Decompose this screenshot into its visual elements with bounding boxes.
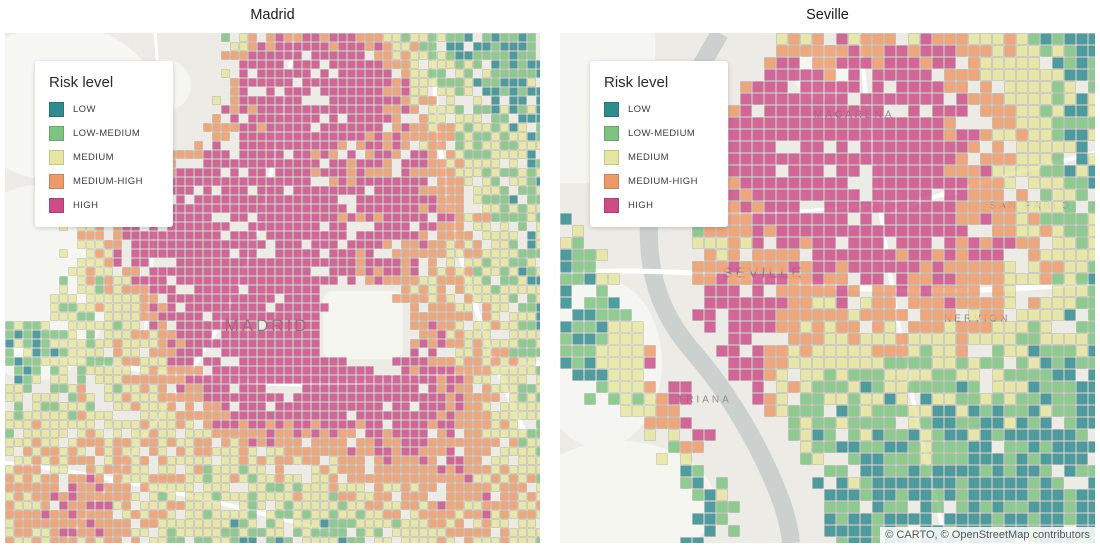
- legend-label: LOW: [73, 104, 96, 115]
- legend-row: MEDIUM-HIGH: [49, 174, 157, 189]
- legend-label: MEDIUM: [628, 152, 669, 163]
- legend-label: LOW: [628, 104, 651, 115]
- legend: Risk level LOW LOW-MEDIUM MEDIUM MEDIUM-…: [35, 61, 173, 227]
- legend-title: Risk level: [604, 74, 669, 91]
- panel-madrid: Madrid MADRID Risk level: [5, 0, 540, 550]
- legend-row: LOW: [49, 102, 157, 117]
- legend: Risk level LOW LOW-MEDIUM MEDIUM MEDIUM-…: [590, 61, 728, 227]
- legend-label: LOW-MEDIUM: [628, 128, 696, 139]
- legend-swatch: [49, 198, 64, 213]
- legend-label: MEDIUM-HIGH: [628, 176, 698, 187]
- legend-row: LOW-MEDIUM: [604, 126, 712, 141]
- legend-label: HIGH: [73, 200, 99, 211]
- legend-row: MEDIUM: [49, 150, 157, 165]
- legend-swatch: [604, 198, 619, 213]
- legend-row: HIGH: [49, 198, 157, 213]
- legend-row: LOW: [604, 102, 712, 117]
- legend-swatch: [49, 174, 64, 189]
- legend-swatch: [604, 174, 619, 189]
- risk-grid-layer-seville: [560, 33, 1095, 543]
- map-title-seville: Seville: [806, 7, 849, 23]
- legend-label: HIGH: [628, 200, 654, 211]
- legend-row: LOW-MEDIUM: [49, 126, 157, 141]
- legend-row: HIGH: [604, 198, 712, 213]
- map-canvas-madrid[interactable]: MADRID Risk level LOW LOW-MEDIUM MEDIUM: [5, 33, 540, 543]
- map-canvas-seville[interactable]: SEVILLEMACARENASAN PABLONERVIONTRIANA Ri…: [560, 33, 1095, 543]
- legend-swatch: [604, 126, 619, 141]
- legend-label: LOW-MEDIUM: [73, 128, 141, 139]
- legend-label: MEDIUM: [73, 152, 114, 163]
- legend-title: Risk level: [49, 74, 114, 91]
- legend-swatch: [49, 150, 64, 165]
- legend-row: MEDIUM-HIGH: [604, 174, 712, 189]
- panel-seville: Seville SEVILLEMACARENASAN PABLONERVIONT…: [560, 0, 1095, 550]
- map-title-madrid: Madrid: [250, 7, 295, 23]
- legend-swatch: [604, 150, 619, 165]
- map-attribution[interactable]: © CARTO, © OpenStreetMap contributors: [880, 527, 1095, 543]
- risk-grid-layer-madrid: [5, 33, 540, 543]
- legend-swatch: [49, 126, 64, 141]
- legend-row: MEDIUM: [604, 150, 712, 165]
- legend-swatch: [604, 102, 619, 117]
- legend-label: MEDIUM-HIGH: [73, 176, 143, 187]
- legend-swatch: [49, 102, 64, 117]
